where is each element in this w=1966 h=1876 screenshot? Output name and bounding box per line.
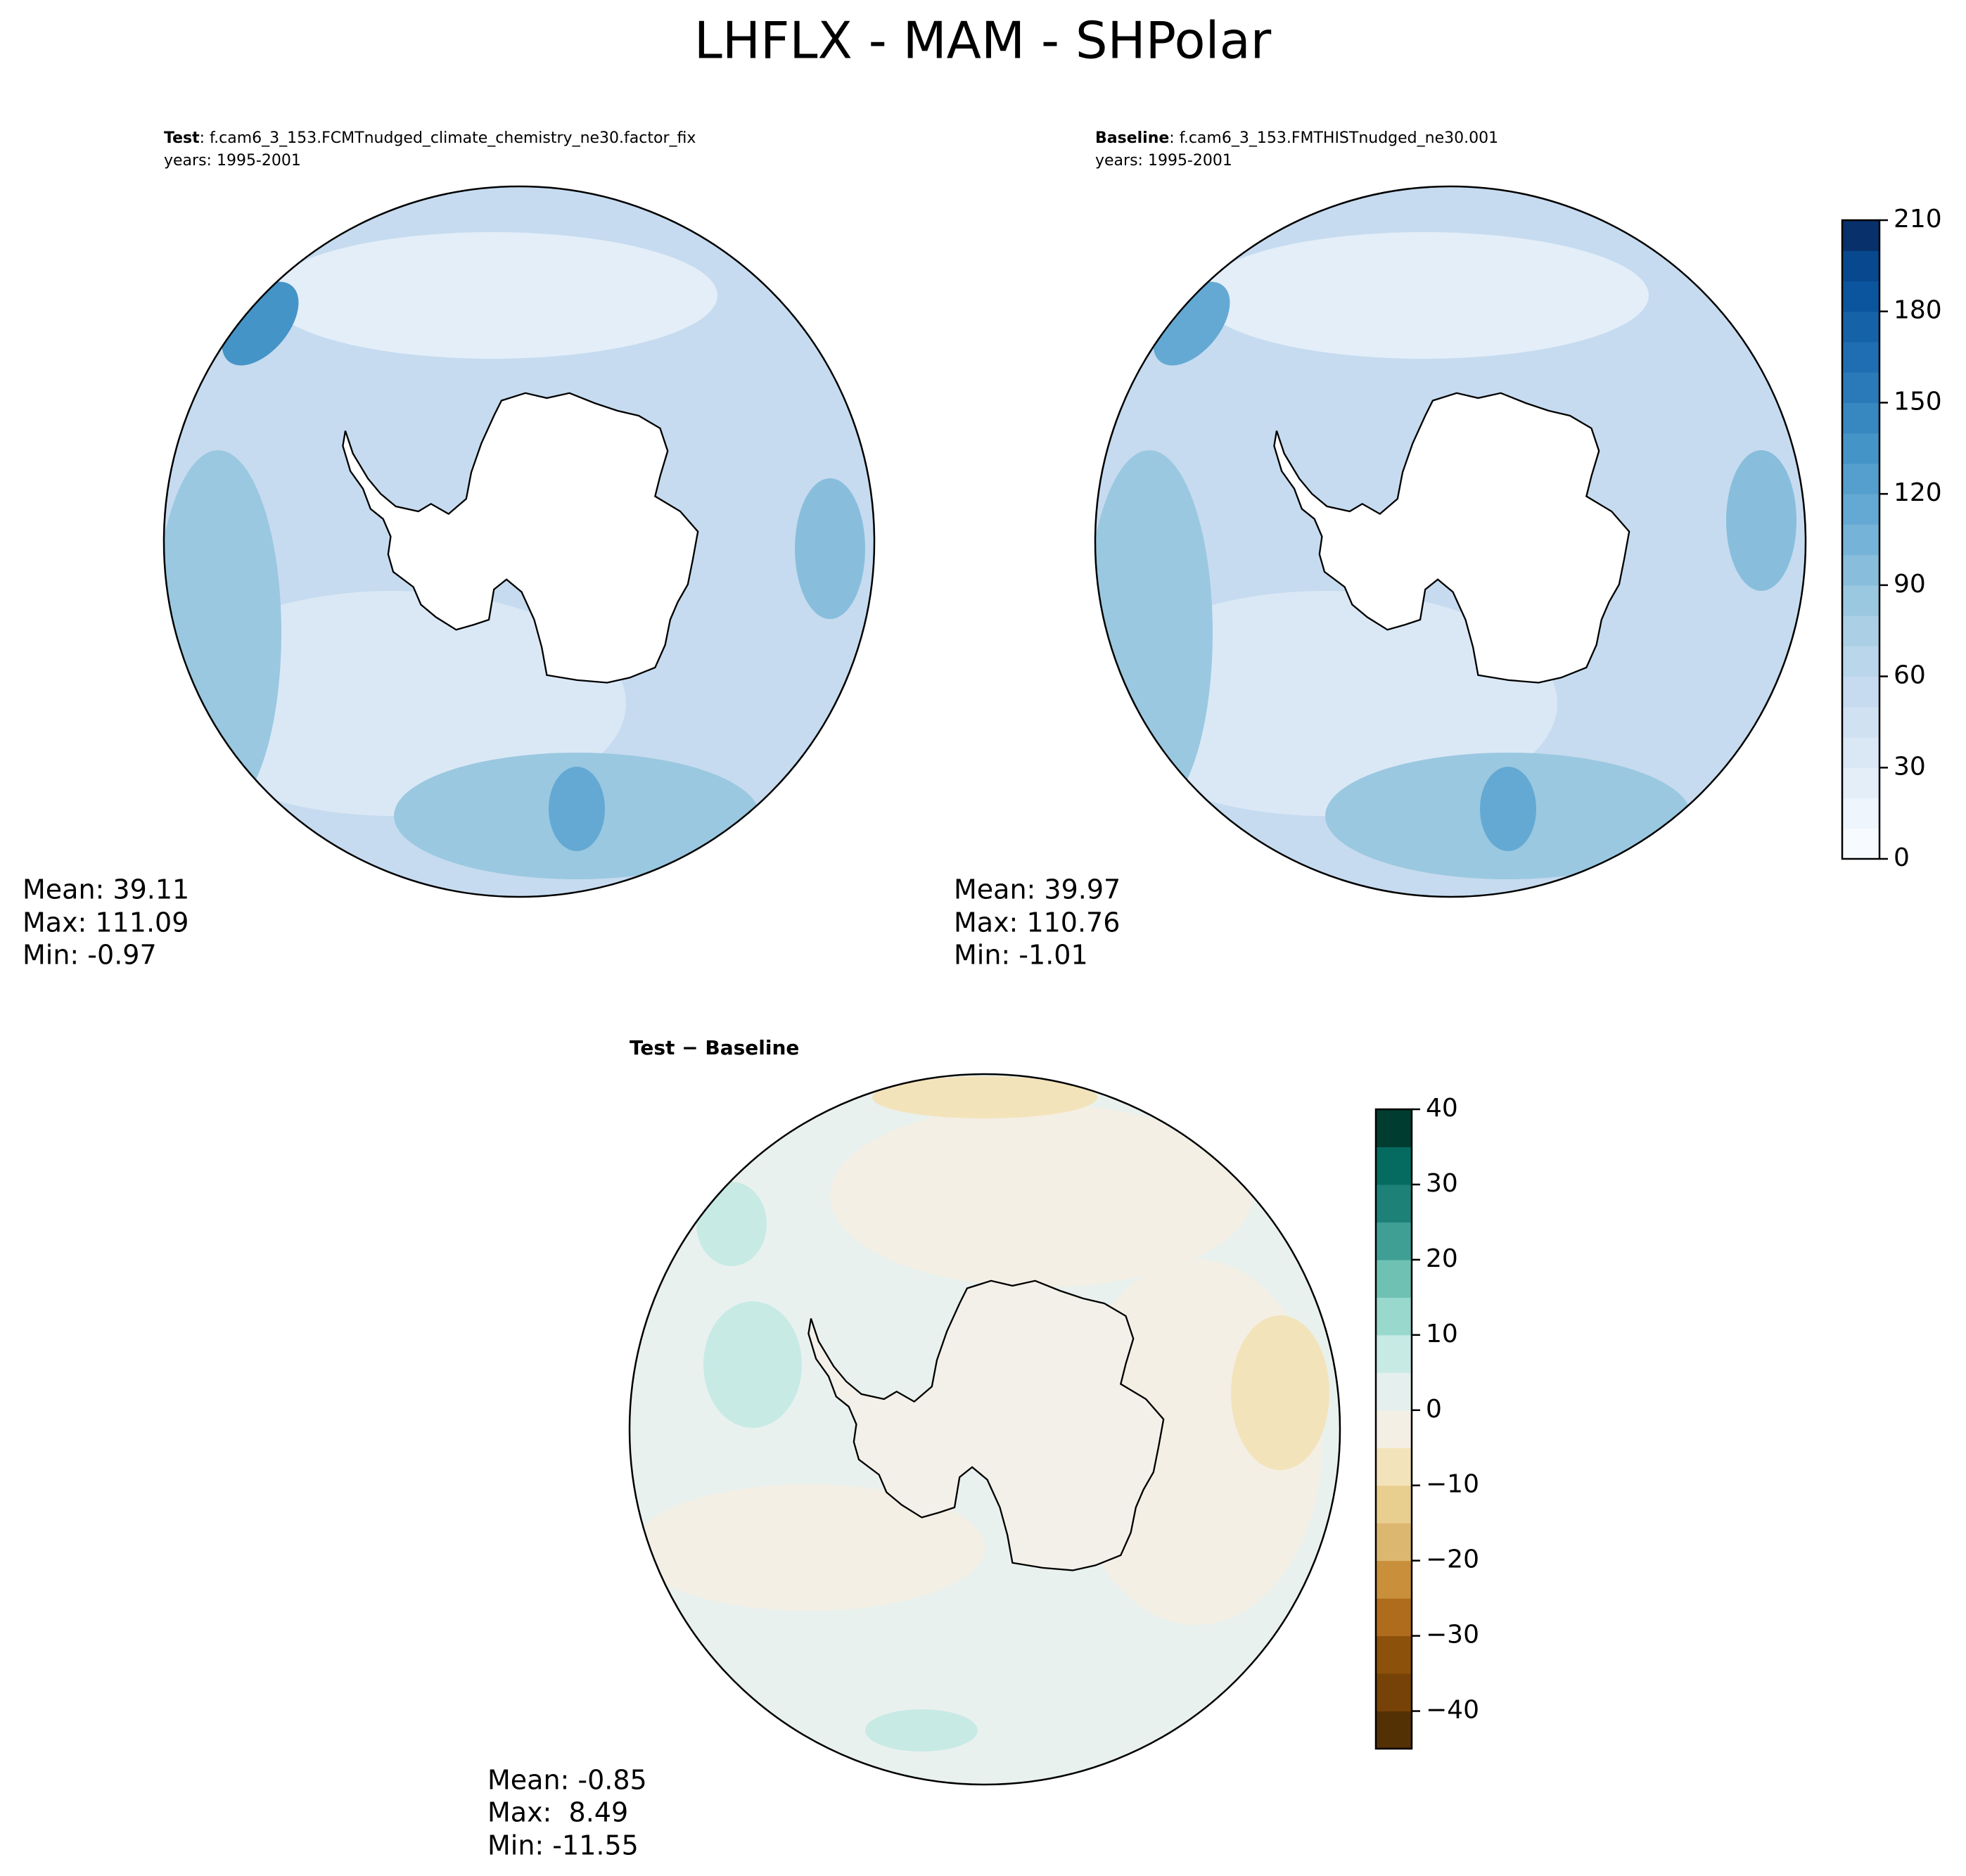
colorbar-band	[1376, 1448, 1412, 1486]
colorbar-band	[1376, 1222, 1412, 1261]
stat: Mean: -0.85	[487, 1765, 647, 1796]
panel-years: years: 1995-2001	[164, 152, 301, 170]
colorbar-band	[1842, 706, 1879, 738]
stat: Mean: 39.11	[23, 874, 189, 905]
colorbar-band	[1842, 281, 1879, 312]
colorbar-tick-label: 210	[1894, 205, 1942, 234]
colorbar-tick-label: 60	[1894, 661, 1926, 690]
colorbar-band	[1376, 1711, 1412, 1749]
colorbar-frame	[1374, 1108, 1413, 1750]
map-difference	[630, 1074, 1340, 1785]
colorbar-tick-label: 90	[1894, 570, 1926, 599]
colorbar-band	[1842, 494, 1879, 525]
colorbar-tick-label: 30	[1894, 752, 1926, 781]
colorbar-band	[1842, 767, 1879, 799]
stat: Mean: 39.97	[954, 874, 1121, 905]
colorbar-band	[1842, 463, 1879, 494]
colorbar-band	[1376, 1635, 1412, 1674]
colorbar-tick-label: 150	[1894, 387, 1942, 416]
panel-header: Baseline: f.cam6_3_153.FMTHISTnudged_ne3…	[1095, 129, 1498, 147]
colorbar-band	[1376, 1598, 1412, 1637]
colorbar-band	[1842, 585, 1879, 616]
map-border	[628, 1073, 1341, 1786]
colorbar-band	[1842, 828, 1879, 860]
colorbar-band	[1376, 1109, 1412, 1147]
map-baseline	[1095, 186, 1806, 897]
colorbar-band	[1842, 402, 1879, 434]
panel-header: Test: f.cam6_3_153.FCMTnudged_climate_ch…	[164, 129, 696, 147]
stat: Min: -11.55	[487, 1830, 639, 1861]
colorbar-tick-label: 20	[1426, 1244, 1458, 1273]
colorbar-band	[1376, 1184, 1412, 1223]
colorbar-tick-label: 180	[1894, 296, 1942, 325]
colorbar-tick-label: −30	[1426, 1621, 1479, 1650]
panel-header: Test − Baseline	[630, 1036, 799, 1059]
colorbar-band	[1376, 1673, 1412, 1712]
figure-title: LHFLX - MAM - SHPolar	[694, 11, 1272, 70]
colorbar-band	[1376, 1334, 1412, 1373]
colorbar-band	[1842, 311, 1879, 343]
colorbar-band	[1376, 1523, 1412, 1562]
colorbar-band	[1376, 1560, 1412, 1599]
colorbar-band	[1376, 1297, 1412, 1336]
stat: Max: 110.76	[954, 907, 1120, 938]
colorbar-band	[1376, 1485, 1412, 1524]
colorbar-tick-label: 10	[1426, 1320, 1458, 1348]
stat: Min: -0.97	[23, 940, 157, 971]
colorbar-band	[1842, 433, 1879, 464]
colorbar-tick-label: −20	[1426, 1545, 1479, 1574]
stat: Max: 111.09	[23, 907, 189, 938]
colorbar-tick-label: 40	[1426, 1094, 1458, 1123]
colorbar-band	[1842, 250, 1879, 281]
colorbar-tick-label: −40	[1426, 1696, 1479, 1725]
colorbar-tick-label: −10	[1426, 1470, 1479, 1499]
colorbar-band	[1842, 737, 1879, 768]
colorbar-band	[1376, 1410, 1412, 1448]
colorbar-band	[1842, 372, 1879, 403]
colorbar-band	[1376, 1147, 1412, 1185]
colorbar-tick-label: 0	[1426, 1395, 1442, 1424]
colorbar-band	[1842, 524, 1879, 556]
colorbar-tick-label: 0	[1894, 843, 1910, 872]
stat: Min: -1.01	[954, 940, 1088, 971]
map-border	[1094, 185, 1807, 898]
colorbar-band	[1842, 341, 1879, 373]
map-test	[164, 186, 874, 897]
colorbar-band	[1376, 1259, 1412, 1298]
colorbar-band	[1842, 615, 1879, 646]
colorbar-band	[1842, 554, 1879, 586]
colorbar-tick-label: 30	[1426, 1169, 1458, 1198]
map-border	[162, 185, 876, 898]
colorbar-band	[1842, 220, 1879, 251]
colorbar-tick-label: 120	[1894, 478, 1942, 507]
colorbar-frame	[1841, 219, 1881, 860]
colorbar-band	[1842, 646, 1879, 677]
colorbar-band	[1842, 798, 1879, 829]
colorbar-band	[1842, 676, 1879, 708]
panel-years: years: 1995-2001	[1095, 152, 1232, 170]
colorbar-band	[1376, 1372, 1412, 1411]
stat: Max: 8.49	[487, 1797, 628, 1828]
